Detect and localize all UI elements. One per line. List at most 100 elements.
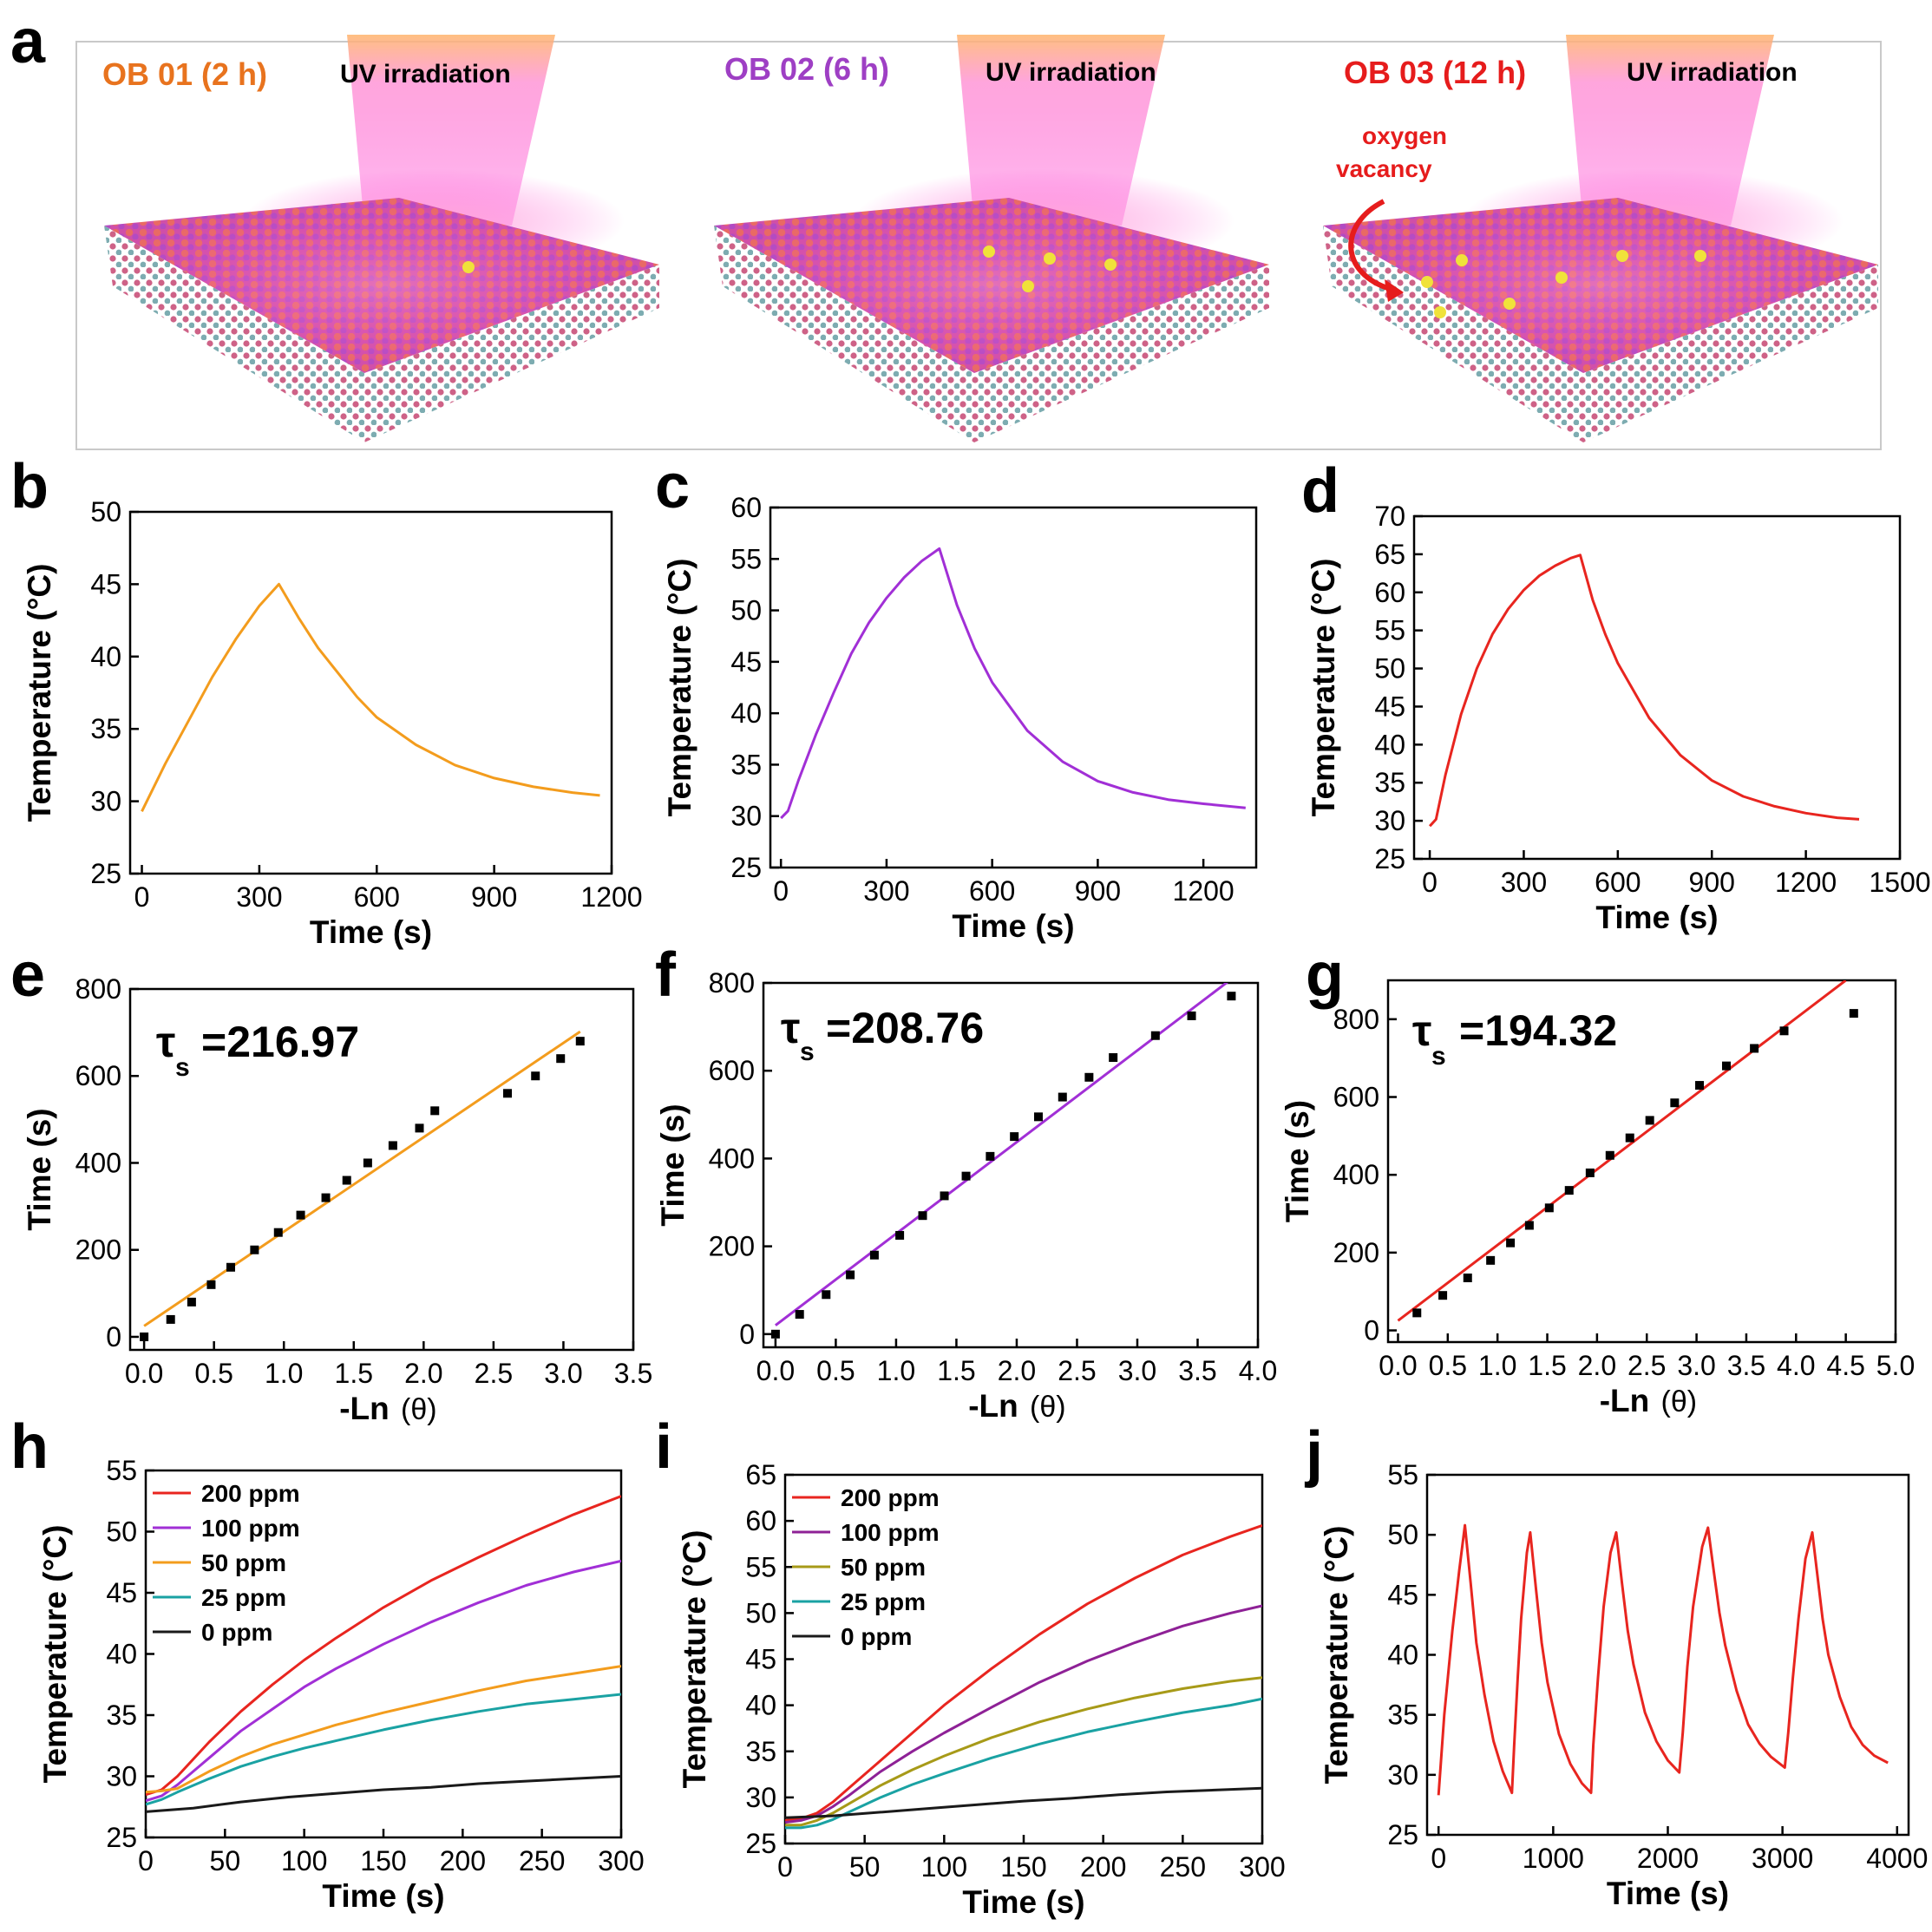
y-tick-label: 30	[106, 1761, 137, 1792]
x-tick-label: 1.0	[265, 1358, 303, 1389]
x-tick-label: 3.5	[614, 1358, 652, 1389]
data-point	[1412, 1308, 1422, 1318]
x-tick-label: 5.0	[1876, 1350, 1915, 1381]
x-axis-label: -Ln	[968, 1388, 1018, 1424]
x-tick-label: 0	[773, 875, 789, 907]
data-point	[1605, 1150, 1614, 1160]
plot-frame	[128, 510, 613, 875]
sample-ob03-title: OB 03 (12 h)	[1344, 55, 1526, 90]
data-point	[1084, 1072, 1094, 1082]
y-tick-label: 200	[709, 1231, 755, 1262]
data-point	[1750, 1044, 1759, 1053]
series-line-0-ppm	[785, 1786, 1262, 1819]
y-tick-label: 0	[1364, 1315, 1379, 1346]
panel-a: a OB 01 (2 h) UV irradiation OB 02 (6 h)…	[10, 7, 1882, 450]
x-tick-label: 1200	[1775, 867, 1837, 898]
panel-d-label: d	[1301, 456, 1339, 526]
data-point	[166, 1314, 175, 1324]
series-line-25-ppm	[146, 1693, 621, 1806]
plot-frame	[128, 987, 635, 1352]
lattice-side	[104, 226, 659, 442]
fit-line	[143, 1030, 581, 1327]
data-point	[1645, 1116, 1654, 1125]
x-tick-label: 2.0	[998, 1355, 1036, 1386]
x-tick-label: 1500	[1869, 867, 1930, 898]
x-tick-label: 3.0	[1118, 1355, 1156, 1386]
plot-frame	[1386, 979, 1897, 1344]
x-tick-label: 50	[210, 1845, 241, 1876]
tau-f-symbol: τ	[781, 1004, 800, 1052]
y-tick-label: 50	[730, 595, 762, 626]
legend-label: 0 ppm	[201, 1619, 272, 1646]
x-tick-label: 0.5	[1429, 1350, 1467, 1381]
x-tick-label: 3.0	[1677, 1350, 1715, 1381]
y-tick-label: 55	[1387, 1459, 1418, 1490]
y-tick-label: 65	[1374, 539, 1405, 570]
data-point	[1722, 1061, 1731, 1071]
y-tick-label: 70	[1374, 501, 1405, 532]
series-line-OB-02	[780, 547, 1246, 820]
oxygen-vacancy-dot	[1104, 259, 1117, 271]
oxygen-vacancy-arrowhead	[1385, 279, 1404, 302]
data-point	[1524, 1221, 1534, 1230]
legend-label: 200 ppm	[201, 1480, 300, 1507]
series-line-100-ppm	[785, 1604, 1262, 1824]
y-axis-label: Temperature (°C)	[1306, 559, 1341, 817]
series-line-OB-01	[141, 582, 600, 812]
plot-frame	[1425, 1473, 1910, 1837]
data-point	[918, 1211, 927, 1221]
legend-label: 100 ppm	[841, 1519, 940, 1546]
y-tick-label: 30	[1374, 805, 1405, 836]
data-point	[575, 1037, 585, 1046]
y-tick-label: 25	[106, 1822, 137, 1853]
x-tick-label: 0.0	[125, 1358, 163, 1389]
x-tick-label: 1.5	[937, 1355, 975, 1386]
panel-b-chart: b 0 300 600 900 1200 25 30 35 40 45 50 Time (s) Temp…	[10, 452, 643, 950]
lattice-highlight	[714, 198, 1269, 373]
y-axis-label: Temperature (°C)	[1319, 1526, 1354, 1785]
panel-h-label: h	[10, 1412, 49, 1482]
data-point	[556, 1054, 566, 1064]
panel-g-label: g	[1306, 940, 1344, 1010]
y-tick-label: 45	[90, 568, 121, 599]
x-axis-label-symbol: (θ)	[1030, 1391, 1066, 1424]
y-tick-label: 60	[1374, 577, 1405, 608]
data-point	[531, 1071, 540, 1081]
y-tick-label: 35	[1374, 767, 1405, 798]
data-point	[503, 1089, 512, 1098]
data-point	[1187, 1011, 1196, 1020]
y-tick-label: 25	[730, 852, 762, 883]
data-point	[187, 1297, 196, 1307]
tau-f-value: =208.76	[826, 1004, 984, 1052]
y-tick-label: 35	[745, 1736, 776, 1767]
y-tick-label: 25	[90, 858, 121, 889]
data-point	[226, 1262, 235, 1272]
panel-b-label: b	[10, 452, 49, 521]
x-tick-label: 3.5	[1727, 1350, 1765, 1381]
y-tick-label: 25	[1387, 1819, 1418, 1850]
tau-g-subscript: s	[1431, 1042, 1446, 1071]
lattice-highlight	[104, 198, 659, 373]
x-tick-label: 4.0	[1777, 1350, 1815, 1381]
lattice-side	[1323, 226, 1878, 442]
y-tick-label: 800	[75, 973, 121, 1005]
x-tick-label: 1.0	[1478, 1350, 1516, 1381]
data-point	[273, 1228, 283, 1237]
x-tick-label: 900	[1689, 867, 1735, 898]
series-line-OB-03	[1428, 553, 1860, 828]
x-tick-label: 300	[1501, 867, 1547, 898]
data-point	[363, 1158, 372, 1168]
y-tick-label: 35	[1387, 1700, 1418, 1731]
data-point	[1033, 1112, 1043, 1122]
panel-g-chart: g τ s =194.32 0.0 0.5 1.0 1.5 2.0 2.5 3.0 3.5 4.…	[1280, 940, 1915, 1418]
oxygen-vacancy-dot	[1022, 280, 1034, 292]
x-axis-label: -Ln	[1600, 1383, 1650, 1418]
data-point	[430, 1106, 440, 1116]
panel-f-chart: f τ s =208.76 0.0 0.5 1.0 1.5 2.0 2.5 3.0 3.5 4.…	[655, 940, 1277, 1424]
y-tick-label: 25	[745, 1828, 776, 1859]
data-point	[1109, 1053, 1118, 1063]
x-tick-label: 0.5	[194, 1358, 232, 1389]
y-tick-label: 40	[730, 697, 762, 729]
sample-ob02-uv-label: UV irradiation	[986, 58, 1156, 87]
sample-ob01-uv-label: UV irradiation	[340, 60, 511, 88]
